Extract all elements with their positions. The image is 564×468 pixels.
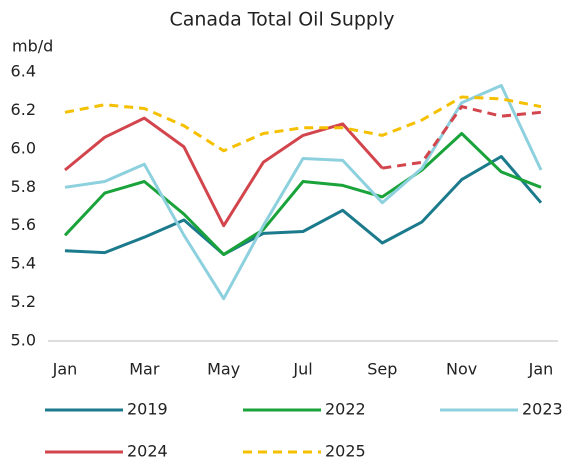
x-tick-label: Nov [446, 360, 477, 379]
y-tick-label: 5.6 [11, 215, 36, 234]
y-tick-label: 5.0 [11, 331, 36, 350]
legend-label: 2022 [325, 400, 366, 419]
series-line [63, 132, 542, 256]
legend-label: 2019 [127, 400, 168, 419]
series-line [64, 116, 384, 228]
y-tick-label: 6.0 [11, 138, 36, 157]
y-tick-label: 5.4 [11, 254, 36, 273]
legend-label: 2024 [127, 442, 168, 461]
legend-label: 2025 [325, 442, 366, 461]
y-tick-label: 6.4 [11, 62, 36, 81]
x-tick-label: May [207, 360, 240, 379]
y-tick-label: 5.8 [11, 177, 36, 196]
series-line [64, 84, 543, 301]
series-line [64, 95, 542, 153]
series-line [64, 155, 543, 256]
y-tick-label: 5.2 [11, 292, 36, 311]
x-tick-label: Jan [52, 360, 78, 379]
x-tick-label: Sep [367, 360, 397, 379]
y-axis-label: mb/d [12, 37, 53, 56]
legend-label: 2023 [522, 400, 563, 419]
y-tick-label: 6.2 [11, 100, 36, 119]
x-tick-label: Mar [129, 360, 160, 379]
x-tick-label: Jul [292, 360, 312, 379]
chart-title: Canada Total Oil Supply [169, 9, 394, 31]
x-tick-label: Jan [528, 360, 554, 379]
series-line [382, 105, 542, 170]
